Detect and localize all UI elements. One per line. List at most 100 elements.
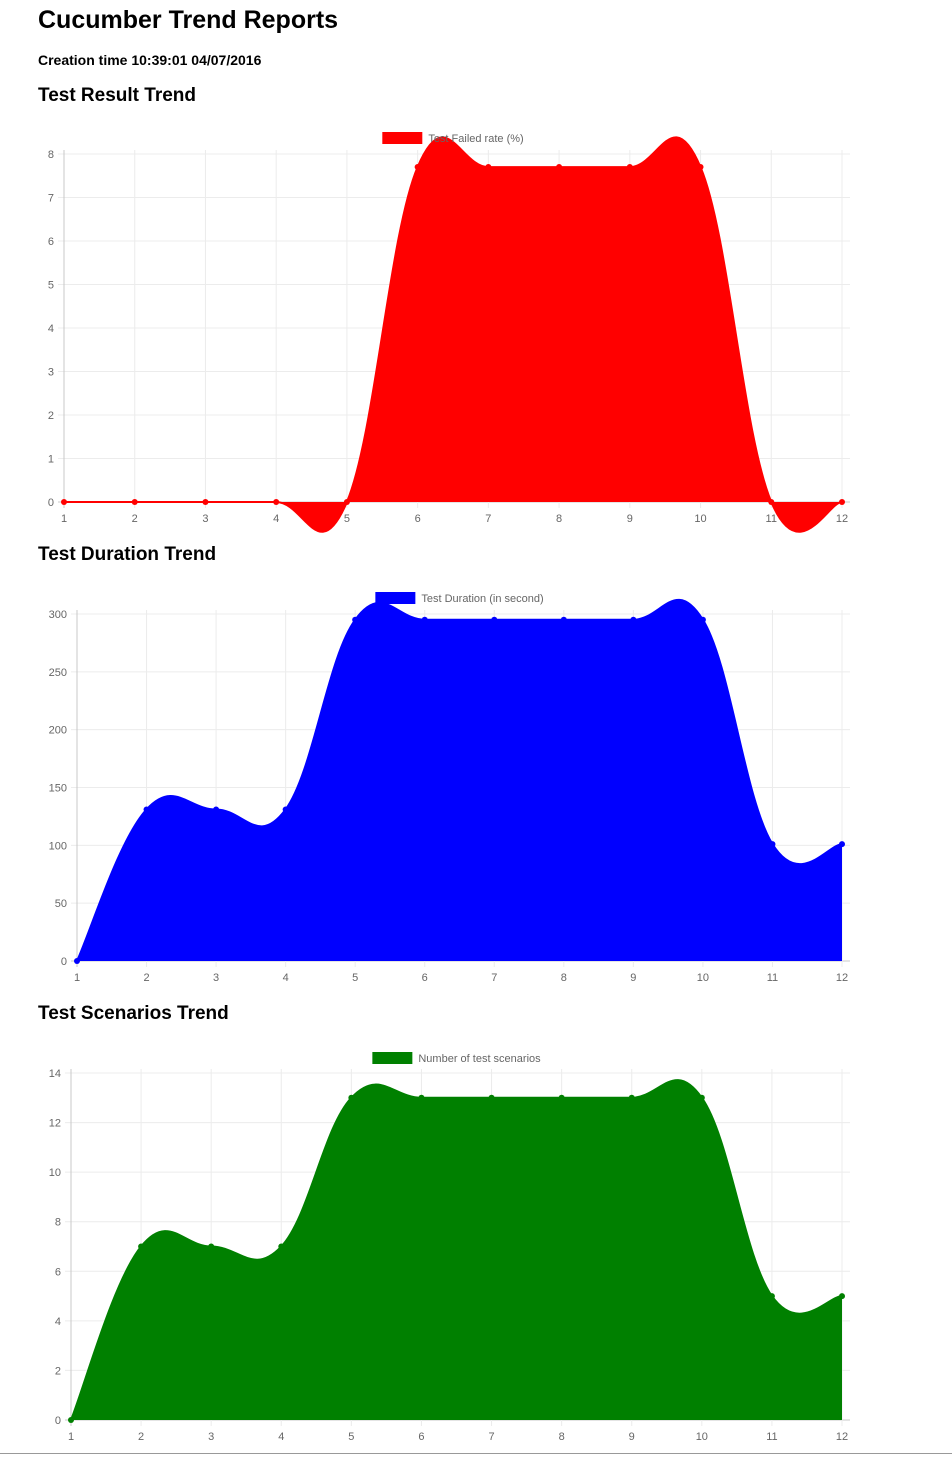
series-line — [70, 1079, 843, 1421]
y-tick-label: 2 — [55, 1365, 61, 1377]
data-point[interactable] — [343, 499, 350, 505]
section-title-result: Test Result Trend — [38, 85, 197, 106]
data-point[interactable] — [348, 1094, 355, 1101]
y-tick-label: 50 — [55, 898, 67, 910]
y-tick-label: 5 — [48, 280, 54, 292]
data-point[interactable] — [485, 164, 492, 171]
creation-time: Creation time 10:39:01 04/07/2016 — [38, 52, 262, 68]
data-point[interactable] — [626, 164, 633, 171]
data-point[interactable] — [488, 1094, 495, 1101]
data-point[interactable] — [414, 164, 421, 171]
x-tick-label: 10 — [697, 972, 709, 984]
data-point[interactable] — [769, 841, 776, 848]
series-line — [64, 136, 843, 533]
legend[interactable]: Number of test scenarios — [372, 1052, 541, 1065]
series-area — [64, 137, 842, 532]
data-point[interactable] — [699, 616, 706, 623]
data-point[interactable] — [556, 164, 563, 171]
x-tick-label: 9 — [627, 513, 633, 525]
data-point[interactable] — [213, 806, 220, 813]
legend[interactable]: Test Duration (in second) — [375, 592, 544, 605]
y-tick-label: 12 — [49, 1118, 61, 1130]
y-tick-label: 4 — [55, 1316, 61, 1328]
y-tick-label: 0 — [55, 1415, 61, 1427]
data-point[interactable] — [697, 164, 704, 171]
data-point[interactable] — [839, 841, 845, 848]
y-tick-label: 3 — [48, 367, 54, 379]
data-point[interactable] — [630, 616, 637, 623]
data-point[interactable] — [282, 806, 289, 813]
y-tick-label: 150 — [49, 783, 67, 795]
data-point[interactable] — [202, 499, 209, 505]
y-tick-label: 8 — [55, 1217, 61, 1229]
x-tick-label: 5 — [352, 972, 358, 984]
data-point[interactable] — [558, 1094, 565, 1101]
y-tick-label: 0 — [48, 497, 54, 509]
data-point[interactable] — [273, 499, 280, 505]
y-tick-label: 300 — [49, 609, 67, 621]
data-point[interactable] — [839, 499, 845, 505]
y-tick-label: 0 — [61, 956, 67, 968]
data-point[interactable] — [768, 499, 775, 505]
x-tick-label: 11 — [766, 1431, 777, 1443]
data-point[interactable] — [421, 616, 428, 623]
x-tick-label: 5 — [344, 513, 350, 525]
x-tick-label: 8 — [559, 1431, 565, 1443]
data-point[interactable] — [560, 616, 567, 623]
data-point[interactable] — [208, 1243, 215, 1250]
x-tick-label: 10 — [694, 513, 706, 525]
data-point[interactable] — [278, 1243, 285, 1250]
x-tick-label: 11 — [766, 513, 777, 525]
y-tick-label: 250 — [49, 667, 67, 679]
x-tick-label: 3 — [208, 1431, 214, 1443]
x-tick-label: 12 — [836, 972, 848, 984]
x-tick-label: 4 — [273, 513, 279, 525]
data-point[interactable] — [131, 499, 138, 505]
data-point[interactable] — [143, 806, 150, 813]
x-tick-label: 3 — [202, 513, 208, 525]
x-tick-label: 4 — [278, 1431, 284, 1443]
data-point[interactable] — [418, 1094, 425, 1101]
y-tick-label: 14 — [49, 1068, 61, 1080]
y-tick-label: 200 — [49, 725, 67, 737]
x-tick-label: 5 — [348, 1431, 354, 1443]
x-tick-label: 6 — [422, 972, 428, 984]
section-title-scenarios: Test Scenarios Trend — [38, 1003, 229, 1024]
y-tick-label: 6 — [48, 236, 54, 248]
legend-swatch — [375, 592, 416, 604]
x-tick-label: 2 — [138, 1431, 144, 1443]
data-point[interactable] — [698, 1094, 705, 1101]
data-point[interactable] — [352, 616, 359, 623]
data-point[interactable] — [74, 958, 80, 964]
x-tick-label: 9 — [630, 972, 636, 984]
x-tick-label: 1 — [74, 972, 80, 984]
data-point[interactable] — [491, 616, 498, 623]
x-tick-label: 1 — [61, 513, 67, 525]
y-tick-label: 10 — [49, 1167, 61, 1179]
x-tick-label: 9 — [629, 1431, 635, 1443]
legend-swatch — [372, 1052, 413, 1064]
series-area — [77, 599, 842, 961]
x-tick-label: 2 — [143, 972, 149, 984]
legend-label: Test Failed rate (%) — [428, 133, 523, 145]
section-title-duration: Test Duration Trend — [38, 544, 217, 565]
y-tick-label: 2 — [48, 410, 54, 422]
data-point[interactable] — [768, 1293, 775, 1300]
series-line — [76, 598, 843, 962]
x-tick-label: 6 — [415, 513, 421, 525]
legend[interactable]: Test Failed rate (%) — [382, 132, 524, 145]
y-tick-label: 6 — [55, 1266, 61, 1278]
page-title: Cucumber Trend Reports — [38, 6, 339, 34]
data-point[interactable] — [68, 1417, 74, 1423]
x-tick-label: 8 — [561, 972, 567, 984]
x-tick-label: 11 — [767, 972, 778, 984]
data-point[interactable] — [628, 1094, 635, 1101]
data-point[interactable] — [61, 499, 67, 505]
data-point[interactable] — [839, 1293, 845, 1300]
x-tick-label: 6 — [418, 1431, 424, 1443]
x-tick-label: 4 — [283, 972, 289, 984]
data-point[interactable] — [138, 1243, 145, 1250]
